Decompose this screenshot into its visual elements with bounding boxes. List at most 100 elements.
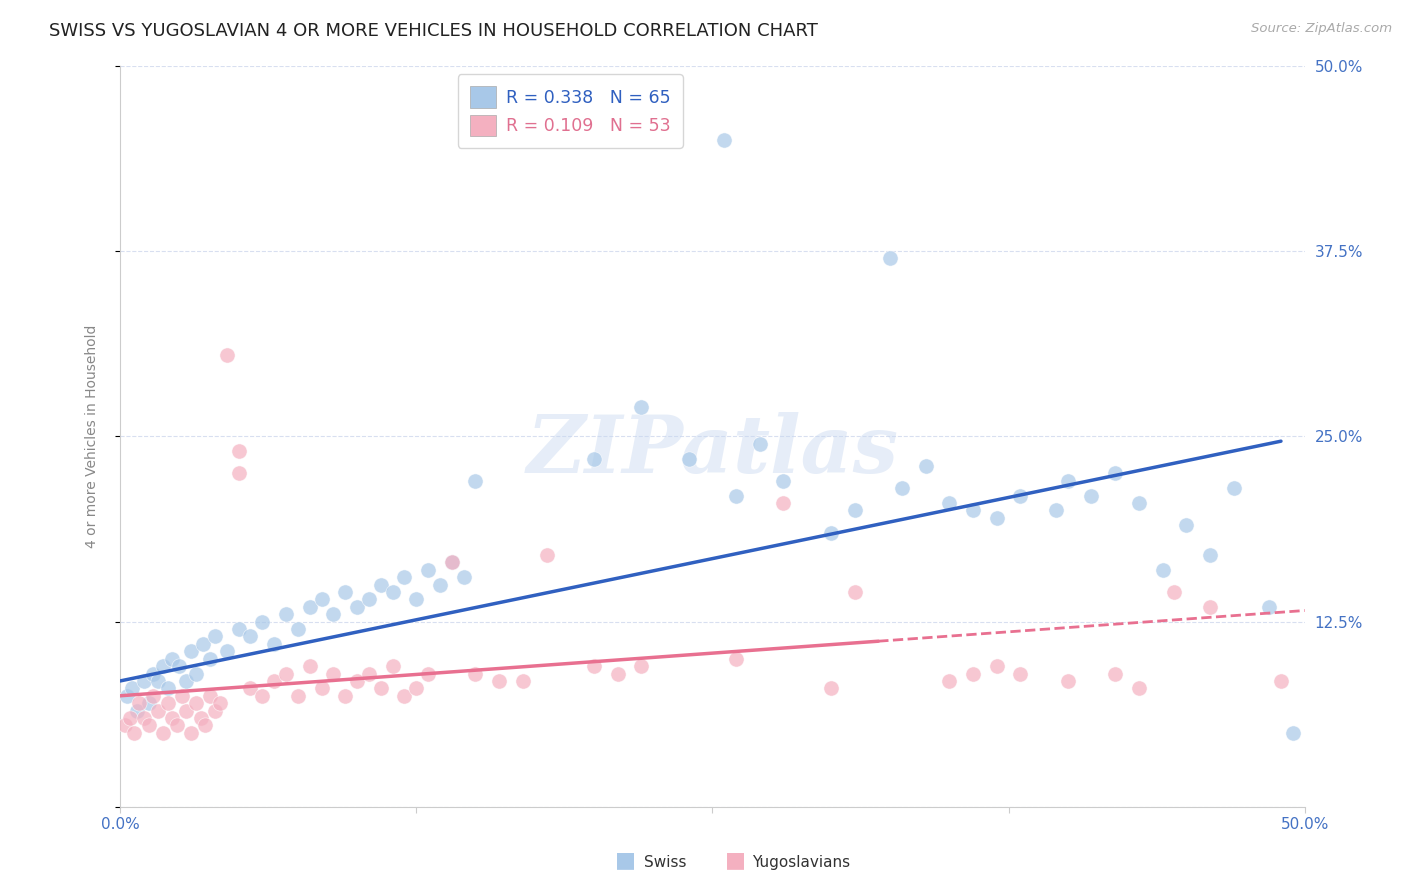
Point [1010, 666, 1032, 681]
Point [725, 651, 748, 665]
Point [938, 673, 960, 688]
Point [986, 511, 1008, 525]
Point [335, 585, 357, 599]
Point [370, 577, 392, 591]
Point [311, 592, 333, 607]
Text: ZIPatlas: ZIPatlas [526, 412, 898, 490]
Point [748, 436, 770, 450]
Point [820, 681, 842, 696]
Point [322, 666, 344, 681]
Point [582, 451, 605, 466]
Point [914, 458, 936, 473]
Point [357, 592, 380, 607]
Point [274, 666, 297, 681]
Point [180, 726, 202, 740]
Point [287, 622, 309, 636]
Point [890, 481, 912, 495]
Text: SWISS VS YUGOSLAVIAN 4 OR MORE VEHICLES IN HOUSEHOLD CORRELATION CHART: SWISS VS YUGOSLAVIAN 4 OR MORE VEHICLES … [49, 22, 818, 40]
Point [228, 444, 250, 458]
Point [184, 696, 207, 710]
Point [1222, 481, 1244, 495]
Point [263, 637, 285, 651]
Point [298, 599, 321, 614]
Point [678, 451, 700, 466]
Point [239, 681, 262, 696]
Point [263, 673, 285, 688]
Point [1010, 489, 1032, 503]
Text: ■: ■ [616, 850, 636, 870]
Point [1056, 474, 1078, 488]
Point [194, 718, 217, 732]
Point [287, 689, 309, 703]
Point [440, 555, 463, 569]
Point [464, 666, 486, 681]
Point [630, 659, 652, 673]
Point [1281, 726, 1303, 740]
Point [879, 252, 901, 266]
Point [228, 622, 250, 636]
Point [394, 689, 416, 703]
Point [115, 689, 138, 703]
Point [191, 637, 214, 651]
Point [1080, 489, 1102, 503]
Point [772, 496, 794, 510]
Point [146, 673, 169, 688]
Point [132, 673, 155, 688]
Point [215, 644, 238, 658]
Point [536, 548, 558, 562]
Point [416, 666, 439, 681]
Point [166, 718, 188, 732]
Point [146, 704, 169, 718]
Point [357, 666, 380, 681]
Point [1152, 563, 1174, 577]
Point [416, 563, 439, 577]
Point [582, 659, 605, 673]
Point [180, 644, 202, 658]
Point [208, 696, 231, 710]
Text: Yugoslavians: Yugoslavians [752, 855, 851, 870]
Point [381, 585, 404, 599]
Point [156, 696, 179, 710]
Point [405, 592, 427, 607]
Point [156, 681, 179, 696]
Point [198, 689, 221, 703]
Y-axis label: 4 or more Vehicles in Household: 4 or more Vehicles in Household [86, 325, 100, 548]
Point [453, 570, 475, 584]
Point [335, 689, 357, 703]
Point [118, 711, 141, 725]
Point [170, 689, 193, 703]
Point [204, 704, 226, 718]
Point [239, 630, 262, 644]
Point [606, 666, 628, 681]
Point [1199, 548, 1222, 562]
Point [1104, 467, 1126, 481]
Point [124, 726, 146, 740]
Point [1270, 673, 1292, 688]
Point [252, 689, 274, 703]
Point [190, 711, 212, 725]
Point [114, 718, 136, 732]
Point [844, 503, 866, 517]
Point [152, 726, 174, 740]
Point [142, 689, 165, 703]
Point [322, 607, 344, 622]
Point [713, 133, 735, 147]
Text: Swiss: Swiss [644, 855, 686, 870]
Point [162, 711, 184, 725]
Point [228, 467, 250, 481]
Point [176, 704, 198, 718]
Text: Source: ZipAtlas.com: Source: ZipAtlas.com [1251, 22, 1392, 36]
Point [176, 673, 198, 688]
Point [184, 666, 207, 681]
Point [1104, 666, 1126, 681]
Point [429, 577, 451, 591]
Point [962, 503, 984, 517]
Point [938, 496, 960, 510]
Point [346, 673, 368, 688]
Point [370, 681, 392, 696]
Point [198, 651, 221, 665]
Point [512, 673, 534, 688]
Point [772, 474, 794, 488]
Point [1163, 585, 1185, 599]
Point [405, 681, 427, 696]
